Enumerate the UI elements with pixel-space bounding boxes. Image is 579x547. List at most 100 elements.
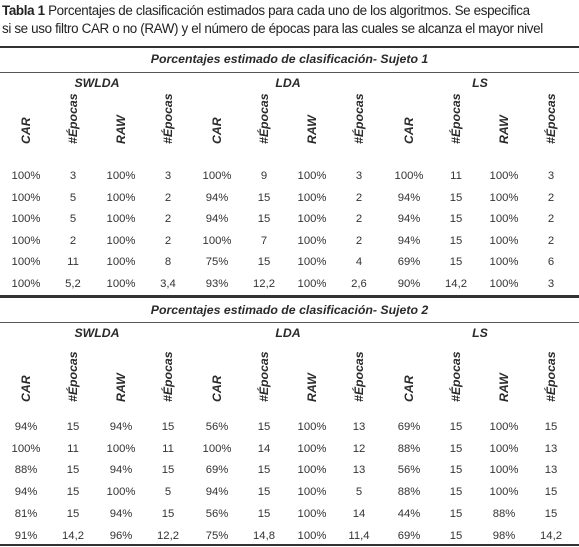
- caption-line-2: si se uso filtro CAR o no (RAW) y el núm…: [2, 21, 543, 36]
- column-header-label: #Épocas: [544, 351, 558, 402]
- table-cell: 94%: [14, 486, 38, 499]
- table-cell: 100%: [489, 213, 519, 225]
- table-cell: 88%: [492, 507, 516, 520]
- table-cell: 94%: [14, 421, 38, 433]
- table-cell: 3: [547, 277, 555, 290]
- table-cell: 11: [67, 442, 79, 455]
- table-cell: 15: [257, 464, 271, 477]
- column-header: #Épocas: [349, 351, 369, 416]
- table-cell: 15: [449, 191, 463, 204]
- table-cell: 94%: [205, 486, 229, 499]
- table-cell: 75%: [205, 256, 229, 268]
- table-cell: 100%: [489, 421, 519, 433]
- column-header-label: CAR: [19, 375, 33, 402]
- table-cell: 100%: [297, 170, 327, 182]
- column-header-label: CAR: [402, 375, 416, 402]
- column-header: #Épocas: [446, 93, 466, 158]
- table-cell: 13: [352, 421, 366, 433]
- table-cell: 15: [449, 442, 463, 455]
- table-cell: 15: [544, 486, 558, 499]
- table-cell: 69%: [397, 421, 421, 433]
- table-cell: 100%: [489, 464, 519, 477]
- table-cell: 94%: [397, 234, 421, 247]
- table-cell: 3: [547, 170, 555, 182]
- column-header: #Épocas: [63, 351, 83, 416]
- table-top-rule: [0, 296, 579, 298]
- table-cell: 100%: [106, 277, 136, 290]
- table-cell: 100%: [11, 191, 41, 204]
- table-cell: 100%: [106, 213, 136, 225]
- table-cell: 5: [69, 213, 77, 225]
- table-cell: 13: [544, 442, 558, 455]
- table-cell: 11: [162, 442, 174, 455]
- column-header-label: CAR: [210, 117, 224, 144]
- table-cell: 15: [449, 421, 463, 433]
- column-header-label: #Épocas: [66, 351, 80, 402]
- column-header-label: CAR: [402, 117, 416, 144]
- table-cell: 15: [257, 421, 271, 433]
- table-cell: 100%: [202, 170, 232, 182]
- table-cell: 93%: [205, 277, 229, 290]
- table-cell: 9: [260, 170, 268, 182]
- table-cell: 11: [67, 256, 79, 268]
- table-cell: 15: [544, 421, 558, 433]
- table-cell: 100%: [11, 234, 41, 247]
- table-cell: 2: [355, 191, 363, 204]
- table-cell: 2: [547, 213, 555, 225]
- table-cell: 100%: [489, 486, 519, 499]
- column-header: #Épocas: [158, 351, 178, 416]
- table-cell: 100%: [11, 277, 41, 290]
- table-cell: 15: [66, 486, 80, 499]
- column-header: RAW: [494, 356, 514, 416]
- table-cell: 2: [355, 213, 363, 225]
- table-cell: 100%: [106, 191, 136, 204]
- table-cell: 94%: [397, 213, 421, 225]
- table-cell: 15: [257, 213, 271, 225]
- table-cell: 12,2: [253, 277, 275, 290]
- table-cell: 100%: [394, 170, 424, 182]
- table-cell: 100%: [297, 256, 327, 268]
- table-caption: Tabla 1 Porcentajes de clasificación est…: [2, 2, 578, 38]
- table-cell: 7: [260, 234, 268, 247]
- table-cell: 94%: [109, 464, 133, 477]
- table-cell: 2,6: [351, 277, 367, 290]
- table-cell: 100%: [11, 213, 41, 225]
- column-header: #Épocas: [541, 351, 561, 416]
- column-header: RAW: [111, 356, 131, 416]
- table-cell: 100%: [297, 486, 327, 499]
- table-cell: 14,2: [540, 529, 562, 542]
- table-cell: 94%: [397, 191, 421, 204]
- table-cell: 14,2: [62, 529, 84, 542]
- table-cell: 15: [161, 421, 175, 433]
- column-header-label: #Épocas: [449, 351, 463, 402]
- table-cell: 100%: [11, 442, 41, 455]
- table-cell: 3: [69, 170, 77, 182]
- caption-line-1: Tabla 1 Porcentajes de clasificación est…: [2, 2, 578, 20]
- column-header: #Épocas: [254, 93, 274, 158]
- table-cell: 100%: [297, 507, 327, 520]
- table-cell: 14,2: [445, 277, 467, 290]
- table-cell: 75%: [205, 529, 229, 542]
- table-cell: 94%: [205, 213, 229, 225]
- column-header-label: #Épocas: [449, 93, 463, 144]
- table-cell: 81%: [14, 507, 38, 520]
- table-cell: 15: [66, 421, 80, 433]
- table-cell: 8: [164, 256, 172, 268]
- table-cell: 3: [164, 170, 172, 182]
- table-cell: 100%: [297, 277, 327, 290]
- table-cell: 14,8: [253, 529, 275, 542]
- table-cell: 13: [352, 464, 366, 477]
- table-cell: 6: [547, 256, 555, 268]
- table-cell: 15: [66, 464, 80, 477]
- table-cell: 2: [164, 213, 172, 225]
- column-header-label: #Épocas: [161, 93, 175, 144]
- table-cell: 3: [355, 170, 363, 182]
- column-header-label: #Épocas: [161, 351, 175, 402]
- table-cell: 100%: [489, 234, 519, 247]
- algorithm-group-label: LDA: [275, 326, 301, 340]
- table-cell: 96%: [109, 529, 133, 542]
- column-header-label: #Épocas: [66, 93, 80, 144]
- table-cell: 100%: [106, 234, 136, 247]
- column-header-label: CAR: [210, 375, 224, 402]
- table-cell: 15: [257, 256, 271, 268]
